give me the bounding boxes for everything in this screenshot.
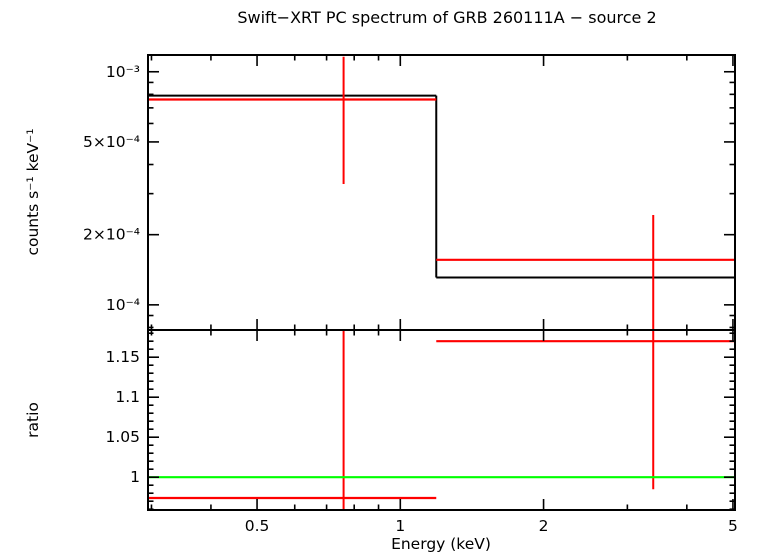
x-tick-label: 0.5 <box>245 517 270 535</box>
y-tick-label: 1 <box>130 468 140 486</box>
x-tick-label: 2 <box>539 517 549 535</box>
y-tick-label: 10⁻³ <box>106 63 140 81</box>
y-tick-label: 10⁻⁴ <box>106 296 140 314</box>
plot-title: Swift−XRT PC spectrum of GRB 260111A − s… <box>237 8 656 27</box>
ratio-y-axis-label: ratio <box>24 402 42 438</box>
x-tick-label: 5 <box>728 517 738 535</box>
plot-content: 0.5 1 2 5 10⁻³ 5×10⁻⁴ 2×10⁻⁴ 10⁻⁴ 1 1.05 1.1 1.15 <box>83 54 738 535</box>
x-tick-label: 1 <box>395 517 405 535</box>
y-tick-label: 1.05 <box>105 428 140 446</box>
y-tick-label: 1.1 <box>115 388 140 406</box>
y-tick-label: 1.15 <box>105 348 140 366</box>
y-tick-label: 2×10⁻⁴ <box>83 226 140 244</box>
ratio-panel-frame <box>147 329 736 511</box>
x-axis-label: Energy (keV) <box>391 535 491 553</box>
y-tick-label: 5×10⁻⁴ <box>83 133 140 151</box>
spectrum-y-axis-label: counts s⁻¹ keV⁻¹ <box>24 128 42 255</box>
